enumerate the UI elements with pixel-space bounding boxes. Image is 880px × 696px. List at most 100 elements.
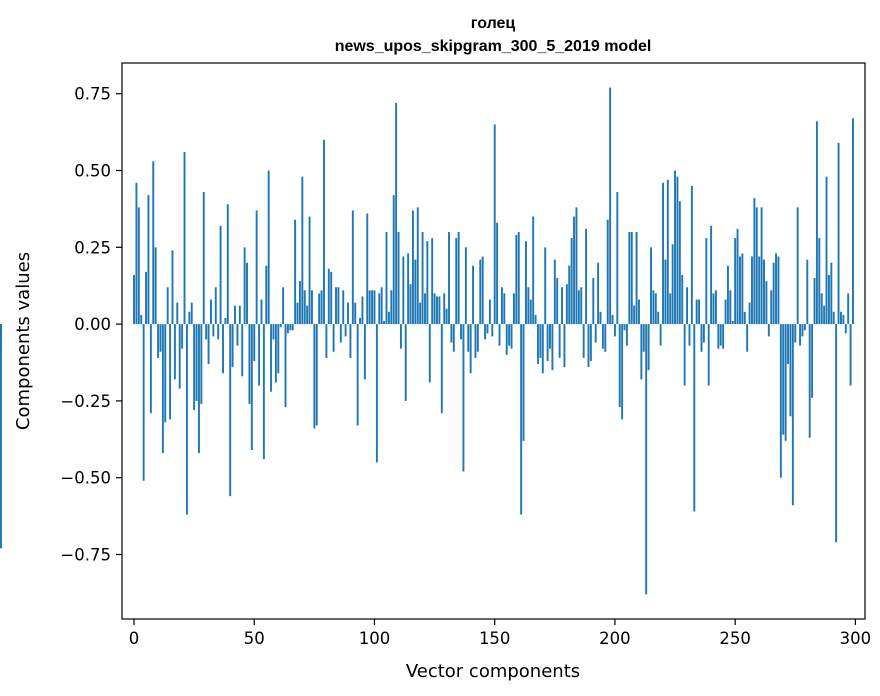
- bar-212: [642, 324, 645, 352]
- bar-147: [486, 324, 489, 334]
- bar-58: [272, 324, 275, 340]
- bar-242: [714, 290, 717, 325]
- bar-46: [243, 247, 246, 325]
- x-axis-ticks: 0 50 100 150 200 250 300: [129, 619, 871, 648]
- bar-38: [224, 317, 227, 325]
- bar-259: [755, 207, 758, 325]
- bar-44: [238, 305, 241, 325]
- bar-60: [277, 324, 280, 374]
- bar-19: [178, 324, 181, 389]
- bar-260: [758, 256, 761, 325]
- bar-154: [503, 293, 506, 325]
- bar-127: [438, 296, 441, 325]
- bar-246: [724, 299, 727, 325]
- bar-213: [645, 324, 648, 595]
- bar-282: [811, 324, 814, 398]
- bar-184: [575, 207, 578, 325]
- y-tick-label: −0.50: [60, 469, 111, 488]
- bar-42: [234, 305, 236, 325]
- y-tick-label: −0.75: [60, 545, 111, 564]
- y-tick-label: 0.00: [74, 315, 111, 334]
- bar-29: [202, 192, 205, 325]
- bar-90: [349, 324, 352, 358]
- bar-105: [385, 231, 388, 325]
- bar-230: [686, 287, 689, 325]
- bar-229: [683, 324, 686, 386]
- bar-146: [484, 324, 487, 340]
- bar-84: [335, 287, 337, 325]
- bar-59: [274, 324, 277, 383]
- y-tick-label: 0.75: [74, 85, 111, 104]
- bar-95: [361, 296, 364, 325]
- bar-294: [839, 311, 842, 325]
- bar-233: [693, 324, 696, 512]
- bar-79: [323, 139, 325, 325]
- bar-102: [378, 293, 381, 325]
- bar-116: [411, 210, 414, 325]
- bar-180: [565, 284, 568, 325]
- bar-263: [765, 281, 768, 325]
- bar-70: [301, 176, 304, 325]
- bar-269: [779, 324, 782, 478]
- bar-101: [375, 324, 378, 463]
- bar-205: [625, 324, 628, 346]
- bar-176: [556, 278, 559, 325]
- bar-125: [433, 293, 436, 325]
- bar-211: [640, 324, 643, 380]
- bar-235: [698, 299, 701, 325]
- bar-179: [563, 324, 566, 368]
- bar-62: [282, 287, 285, 325]
- bar-272: [787, 324, 790, 365]
- bar-168: [537, 324, 539, 365]
- bar-89: [347, 302, 349, 325]
- bar-297: [847, 293, 850, 325]
- bar-85: [337, 287, 340, 325]
- bar-204: [623, 324, 626, 331]
- bar-71: [303, 290, 306, 325]
- bar-118: [416, 207, 419, 325]
- bar-122: [426, 241, 429, 325]
- bar-78: [320, 290, 323, 325]
- bar-49: [250, 324, 253, 451]
- bar-264: [767, 324, 770, 337]
- bar-150: [493, 124, 496, 325]
- bar-190: [589, 324, 592, 361]
- y-axis-label: Components values: [13, 252, 34, 430]
- bar-280: [806, 259, 809, 325]
- bar-142: [474, 324, 477, 358]
- bar-287: [823, 305, 826, 325]
- x-tick-label: 150: [479, 629, 511, 648]
- bar-217: [654, 293, 657, 325]
- bar-81: [327, 268, 330, 325]
- bar-256: [748, 302, 751, 325]
- bar-257: [751, 256, 753, 325]
- bar-100: [373, 290, 376, 325]
- bar-172: [546, 324, 549, 361]
- bar-135: [457, 231, 460, 325]
- bar-99: [371, 290, 374, 325]
- bar-131: [448, 231, 450, 325]
- bar-186: [580, 287, 583, 325]
- bar-139: [467, 324, 470, 352]
- bar-178: [561, 287, 563, 325]
- plot-frame: [121, 62, 866, 620]
- x-tick-label: 200: [599, 629, 631, 648]
- bar-221: [664, 259, 667, 325]
- bar-undefined: [0, 324, 2, 549]
- bar-3: [140, 314, 143, 325]
- bar-76: [315, 324, 318, 426]
- bar-203: [621, 324, 624, 420]
- bar-137: [462, 324, 465, 472]
- bar-69: [298, 281, 301, 325]
- bar-65: [289, 324, 292, 331]
- bar-33: [212, 324, 215, 337]
- bar-145: [481, 256, 484, 325]
- bar-96: [363, 324, 366, 380]
- bar-63: [284, 324, 287, 408]
- bar-16: [171, 250, 174, 325]
- bar-109: [395, 102, 398, 325]
- bar-157: [510, 324, 513, 349]
- bar-53: [260, 299, 263, 325]
- bar-288: [825, 176, 828, 325]
- bar-31: [207, 324, 210, 365]
